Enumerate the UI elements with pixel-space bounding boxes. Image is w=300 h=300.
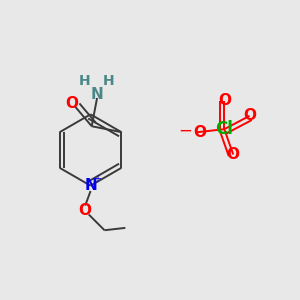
Text: H: H (103, 74, 114, 88)
Text: +: + (93, 174, 101, 184)
Text: N: N (84, 178, 97, 193)
Text: O: O (243, 108, 256, 123)
Text: −: − (179, 122, 193, 140)
Text: H: H (79, 74, 90, 88)
Text: O: O (79, 203, 92, 218)
Text: N: N (91, 87, 103, 102)
Text: O: O (218, 94, 231, 109)
Text: Cl: Cl (215, 120, 233, 138)
Text: O: O (227, 147, 240, 162)
Text: O: O (194, 125, 206, 140)
Text: O: O (65, 96, 78, 111)
